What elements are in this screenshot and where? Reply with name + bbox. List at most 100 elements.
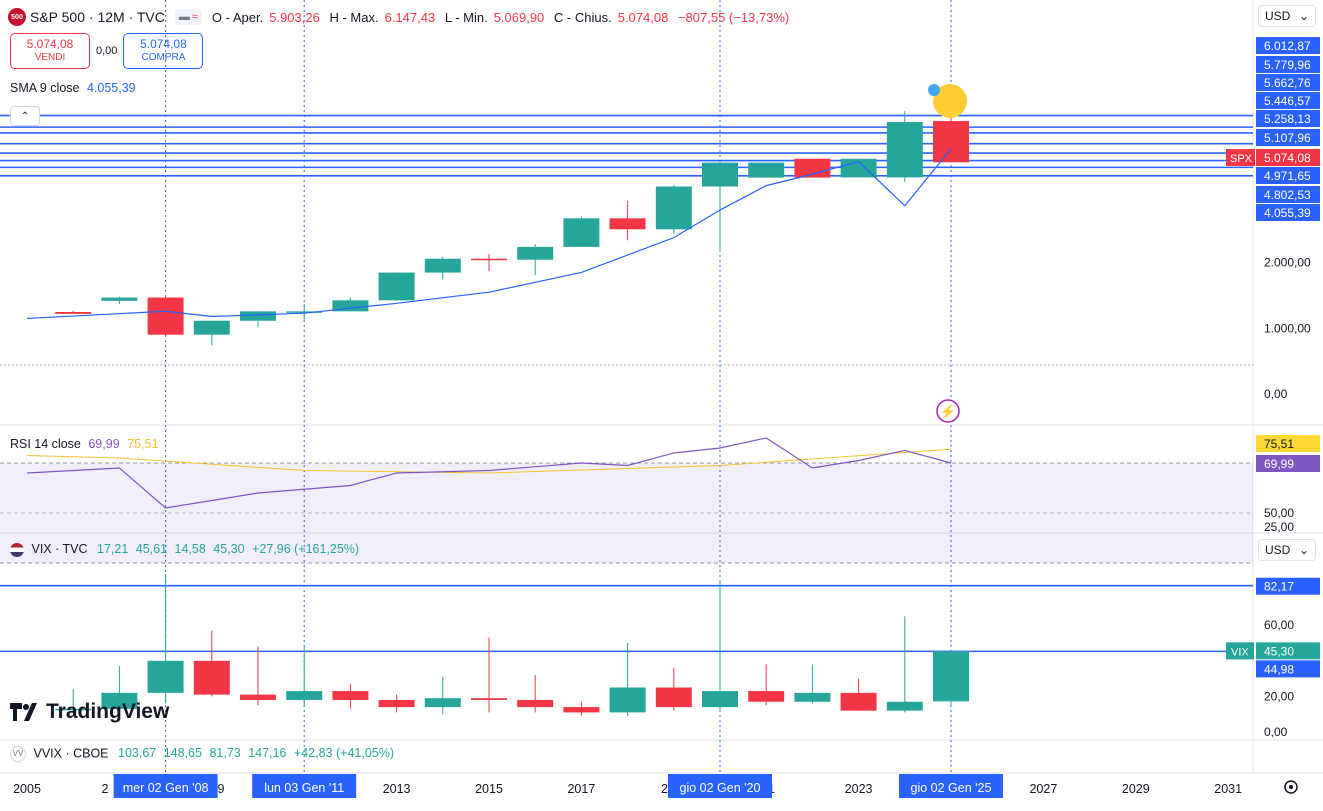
rsi-scale-label: 50,00 [1264,506,1294,520]
price-tag-label: 5.662,76 [1264,76,1311,90]
wave-toggle-icon[interactable]: ≈ [191,11,198,23]
vix-candle [886,701,923,711]
spx-candle [424,258,461,273]
crosshair-date-label: gio 02 Gen '20 [680,781,761,795]
price-tag-label: 6.012,87 [1264,39,1311,53]
dividend-marker-icon [936,399,960,423]
vix-open: 17,21 [97,542,129,556]
vix-legend[interactable]: VIX · TVC 17,21 45,61 14,58 45,30 +27,96… [10,542,359,557]
vix-candle [193,660,230,695]
spx-candle [655,186,692,230]
spx-tag [1226,149,1255,166]
spx-candle [840,158,877,178]
price-tag [1256,37,1320,54]
tradingview-logo-icon [10,703,37,721]
x-axis-label: 2031 [1214,782,1242,796]
brand-name: TradingView [46,700,170,723]
x-axis-label: 2027 [1029,782,1057,796]
vix-candle [563,707,600,713]
price-tag [1256,110,1320,127]
vix-candle [471,698,507,700]
price-tag [1256,92,1320,109]
buy-button[interactable]: 5.074,08 COMPRA [123,33,204,69]
price-tag-label: 5.074,08 [1264,151,1311,165]
vix-candle [933,651,969,702]
rsi-ma-value: 75,51 [127,437,159,451]
vvix-close: 147,16 [248,746,287,761]
open-label: O - Aper. [211,9,264,25]
price-tag [1256,186,1320,203]
settings-gear-center [1289,785,1293,789]
vix-tag [1256,642,1320,660]
us-flag-icon [10,542,24,557]
lightning-icon: ⚡ [940,404,956,420]
vix-tag [1256,660,1320,678]
price-tag [1256,74,1320,91]
spx-candle [702,162,738,187]
symbol-title[interactable]: S&P 500 · 12M · TVC [30,9,165,25]
chevron-down-icon: ⌄ [1298,9,1309,23]
sma-line [26,148,952,320]
vvix-legend[interactable]: VV VVIX · CBOE 103,67 148,65 81,73 147,1… [10,746,394,762]
rsi-label: RSI 14 close [10,437,81,451]
sell-button[interactable]: 5.074,08 VENDI [10,33,90,69]
x-axis-label: 2029 [1122,782,1150,796]
buy-label: COMPRA [141,52,186,63]
vix-candle [748,691,785,702]
price-tag-label: 5.779,96 [1264,58,1311,72]
rsi-line [26,437,952,509]
price-tag-label: 5.446,57 [1264,94,1311,108]
crosshair-date-label: lun 03 Gen '11 [264,781,344,795]
vix-tag-label: 82,17 [1264,580,1294,594]
vix-candle [424,698,461,708]
x-axis-label: 9 [218,782,225,796]
open-value: 5.903,26 [269,9,320,25]
x-axis-label: 2013 [383,782,411,796]
rsi-scale-label: 25,00 [1264,520,1294,534]
vix-candle [147,660,184,693]
vix-candle [609,687,646,713]
vix-high: 45,61 [135,542,168,556]
trade-panel: 5.074,08 VENDI 0,00 5.074,08 COMPRA [10,33,204,69]
collapse-legend-button[interactable]: ⌃ [10,106,40,126]
vix-currency-select[interactable]: USD ⌄ [1258,539,1316,561]
sell-price: 5.074,08 [26,37,74,51]
price-tag-label: 5.258,13 [1264,112,1311,126]
bars-toggle-icon[interactable]: ▬ [178,11,190,23]
vvix-high: 148,65 [163,746,202,761]
price-tag-label: 5.107,96 [1264,131,1311,145]
price-tag-label: 4.802,53 [1264,188,1311,202]
high-value: 6.147,43 [384,9,436,25]
sma-label: SMA 9 close [10,81,80,95]
high-label: H - Max. [329,9,379,25]
price-tag [1256,129,1320,146]
close-value: 5.074,08 [617,9,669,25]
sma-legend[interactable]: SMA 9 close 4.055,39 [10,81,136,95]
chart-mode-toggle[interactable]: ▬ ≈ [174,9,202,25]
spx-candle [240,311,276,321]
crosshair-date-tag [252,774,357,798]
spx-candle [563,218,600,247]
spx-candle [886,122,923,178]
price-scale-label: 1.000,00 [1264,321,1311,335]
spx-tag-label: SPX [1230,153,1253,165]
crosshair-date-tag [113,774,218,798]
vix-low: 14,58 [174,542,206,556]
vix-candle [655,687,692,708]
x-axis-label: 2023 [845,782,873,796]
vix-tag-label: 44,98 [1264,662,1294,676]
price-tag [1256,56,1320,73]
spx-candle [609,218,646,230]
spx-candle [933,120,969,163]
spx-candle [471,258,507,261]
rsi-ma-tag-label: 75,51 [1264,437,1294,451]
crosshair-date-label: mer 02 Gen '08 [123,781,209,795]
vix-close: 45,30 [213,542,245,556]
close-label: C - Chius. [553,9,612,25]
vix-chevron-down-icon: ⌄ [1298,543,1309,557]
rsi-legend[interactable]: RSI 14 close 69,99 75,51 [10,437,158,451]
spx-candle [101,297,138,301]
vix-candle [240,694,276,700]
currency-select[interactable]: USD ⌄ [1258,5,1316,27]
